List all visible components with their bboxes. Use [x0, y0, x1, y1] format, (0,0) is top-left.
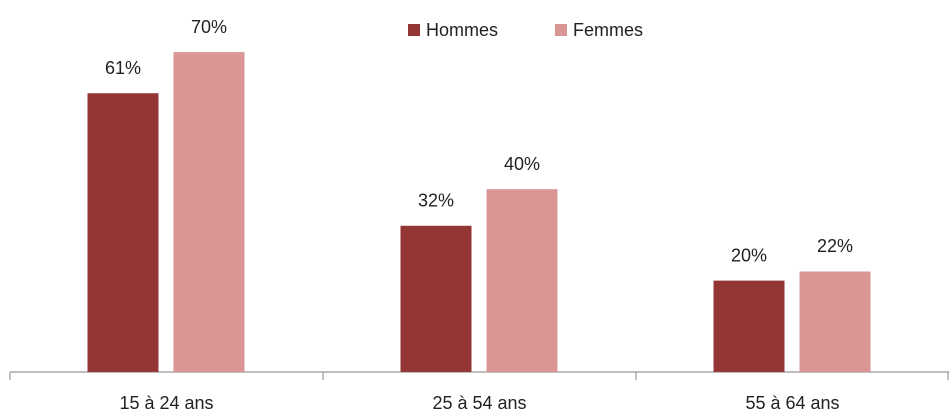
data-label: 61% — [105, 58, 141, 78]
bar — [173, 52, 245, 372]
data-label: 20% — [731, 245, 767, 265]
data-label: 22% — [817, 236, 853, 256]
x-tick-label: 55 à 64 ans — [745, 393, 839, 412]
data-label: 32% — [418, 191, 454, 211]
data-label: 70% — [191, 17, 227, 37]
legend-label: Femmes — [573, 20, 643, 40]
bar — [400, 225, 472, 372]
bar — [713, 280, 785, 372]
bar — [87, 93, 159, 372]
legend-label: Hommes — [426, 20, 498, 40]
legend-swatch — [408, 24, 420, 36]
x-tick-label: 25 à 54 ans — [432, 393, 526, 412]
data-label: 40% — [504, 154, 540, 174]
bar — [486, 189, 558, 372]
legend-swatch — [555, 24, 567, 36]
bar — [799, 271, 871, 372]
x-tick-label: 15 à 24 ans — [119, 393, 213, 412]
